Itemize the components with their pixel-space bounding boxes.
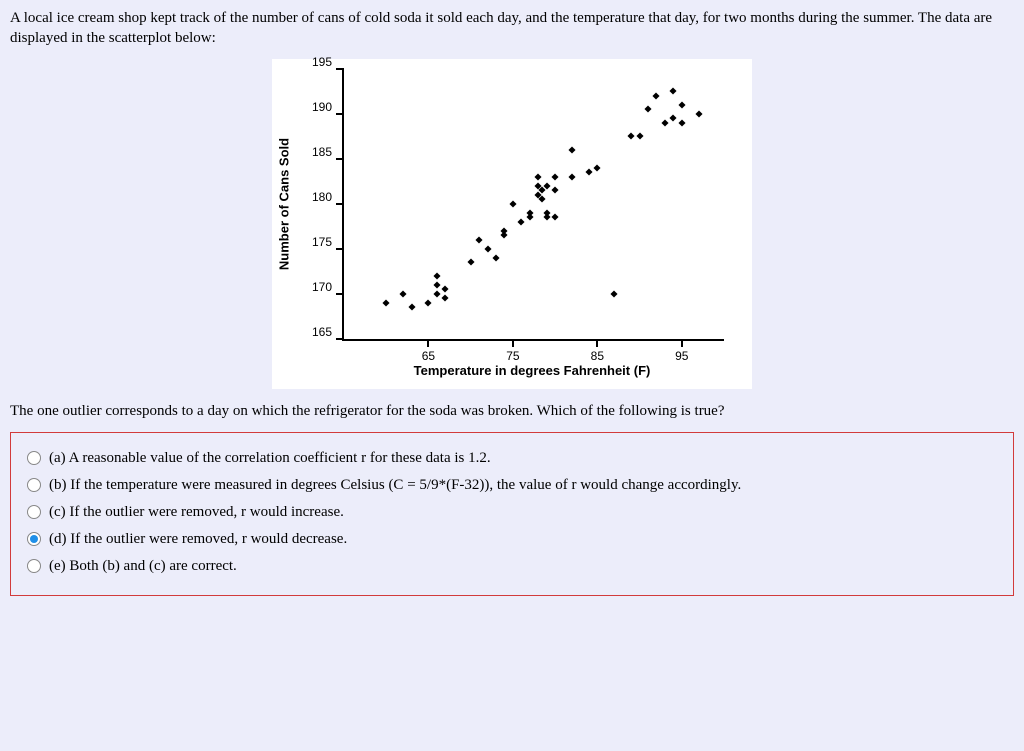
radio-button[interactable] xyxy=(27,451,41,465)
y-tick xyxy=(336,338,344,340)
y-tick-label: 170 xyxy=(312,280,332,294)
data-point xyxy=(526,213,533,220)
data-point xyxy=(653,92,660,99)
data-point xyxy=(552,173,559,180)
question-text: The one outlier corresponds to a day on … xyxy=(10,403,1014,420)
data-point xyxy=(425,299,432,306)
y-tick-label: 195 xyxy=(312,55,332,69)
option-label: (d) If the outlier were removed, r would… xyxy=(49,531,347,548)
data-point xyxy=(433,281,440,288)
data-point xyxy=(670,114,677,121)
radio-button[interactable] xyxy=(27,532,41,546)
answer-option[interactable]: (d) If the outlier were removed, r would… xyxy=(27,531,997,548)
question-prompt: A local ice cream shop kept track of the… xyxy=(10,8,1014,49)
data-point xyxy=(636,132,643,139)
data-point xyxy=(678,119,685,126)
data-point xyxy=(695,110,702,117)
data-point xyxy=(433,290,440,297)
data-point xyxy=(670,87,677,94)
x-tick-label: 65 xyxy=(422,349,435,363)
answer-options: (a) A reasonable value of the correlatio… xyxy=(10,432,1014,596)
data-point xyxy=(509,200,516,207)
y-tick xyxy=(336,203,344,205)
chart-container: Number of Cans Sold 16517017518018519019… xyxy=(10,59,1014,389)
prompt-text: A local ice cream shop kept track of the… xyxy=(10,8,1014,49)
data-point xyxy=(628,132,635,139)
y-tick-label: 165 xyxy=(312,325,332,339)
data-point xyxy=(568,146,575,153)
data-point xyxy=(400,290,407,297)
question-page: A local ice cream shop kept track of the… xyxy=(0,0,1024,604)
y-tick-label: 190 xyxy=(312,100,332,114)
answer-option[interactable]: (e) Both (b) and (c) are correct. xyxy=(27,558,997,575)
y-tick-label: 175 xyxy=(312,235,332,249)
option-label: (e) Both (b) and (c) are correct. xyxy=(49,558,237,575)
x-tick-label: 85 xyxy=(591,349,604,363)
data-point xyxy=(484,245,491,252)
x-tick xyxy=(512,339,514,347)
plot-area: 16517017518018519019565758595 xyxy=(342,69,724,341)
data-point xyxy=(661,119,668,126)
x-tick xyxy=(681,339,683,347)
scatter-chart: Number of Cans Sold 16517017518018519019… xyxy=(272,59,752,389)
y-tick xyxy=(336,113,344,115)
y-tick-label: 180 xyxy=(312,190,332,204)
y-tick xyxy=(336,248,344,250)
data-point xyxy=(552,213,559,220)
option-label: (c) If the outlier were removed, r would… xyxy=(49,504,344,521)
data-point xyxy=(611,290,618,297)
data-point xyxy=(492,254,499,261)
data-point xyxy=(467,258,474,265)
y-tick xyxy=(336,293,344,295)
y-tick xyxy=(336,158,344,160)
answer-option[interactable]: (b) If the temperature were measured in … xyxy=(27,477,997,494)
option-label: (b) If the temperature were measured in … xyxy=(49,477,741,494)
data-point xyxy=(678,101,685,108)
x-tick xyxy=(427,339,429,347)
data-point xyxy=(568,173,575,180)
y-axis-label: Number of Cans Sold xyxy=(277,137,292,269)
data-point xyxy=(535,173,542,180)
x-tick xyxy=(596,339,598,347)
option-label: (a) A reasonable value of the correlatio… xyxy=(49,450,491,467)
y-tick xyxy=(336,68,344,70)
radio-button[interactable] xyxy=(27,505,41,519)
data-point xyxy=(585,168,592,175)
data-point xyxy=(543,213,550,220)
data-point xyxy=(518,218,525,225)
data-point xyxy=(476,236,483,243)
data-point xyxy=(433,272,440,279)
answer-option[interactable]: (a) A reasonable value of the correlatio… xyxy=(27,450,997,467)
data-point xyxy=(501,227,508,234)
data-point xyxy=(539,195,546,202)
data-point xyxy=(594,164,601,171)
radio-button[interactable] xyxy=(27,478,41,492)
y-tick-label: 185 xyxy=(312,145,332,159)
answer-option[interactable]: (c) If the outlier were removed, r would… xyxy=(27,504,997,521)
x-axis-label: Temperature in degrees Fahrenheit (F) xyxy=(342,363,722,378)
data-point xyxy=(442,294,449,301)
x-tick-label: 95 xyxy=(675,349,688,363)
data-point xyxy=(408,303,415,310)
data-point xyxy=(644,105,651,112)
data-point xyxy=(383,299,390,306)
radio-button[interactable] xyxy=(27,559,41,573)
data-point xyxy=(552,186,559,193)
data-point xyxy=(442,285,449,292)
x-tick-label: 75 xyxy=(506,349,519,363)
